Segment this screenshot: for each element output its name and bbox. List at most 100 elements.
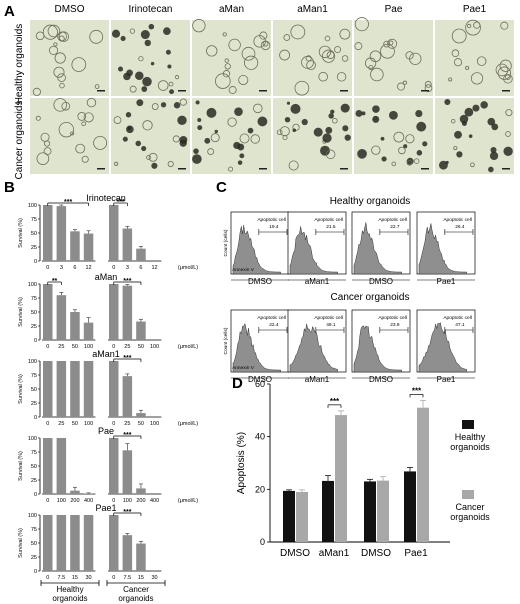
panel-b-charts: Irinotecan 0 25 50 75 100 Survival (%) 0 3 6 12 0 3 6…	[18, 193, 198, 603]
survival-chart-aman: aMan 0 25 50 75 100 Survival (%) 0 25 50 100 0 25 50 1…	[18, 272, 198, 350]
organoid	[424, 80, 432, 88]
organoid	[135, 140, 142, 147]
x-tick-label: 7.5	[58, 575, 66, 581]
y-tick-label: 25	[31, 324, 37, 330]
organoid	[488, 166, 494, 173]
scale-bar	[97, 168, 105, 170]
organoid	[40, 132, 50, 142]
organoid	[340, 103, 350, 113]
x-tick-label: 30	[151, 575, 157, 581]
organoid	[207, 148, 215, 155]
organoid	[140, 29, 150, 40]
column-label-aman: aMan	[219, 4, 244, 15]
micrograph-cancer-dmso	[30, 97, 109, 174]
bar	[70, 361, 80, 417]
organoid	[59, 82, 65, 89]
organoid	[283, 34, 291, 41]
y-axis-label: Apoptosis (%)	[236, 432, 247, 494]
x-tick-label: 6	[139, 265, 142, 271]
y-axis-label: Survival (%)	[18, 528, 24, 558]
organoid	[32, 87, 41, 96]
organoid	[239, 153, 245, 159]
gate-label: Apoptotic cell	[314, 315, 343, 321]
panel-c-letter: C	[216, 179, 227, 196]
organoid	[71, 57, 87, 72]
organoid	[169, 89, 175, 95]
organoid	[228, 86, 237, 94]
histogram-curve	[418, 321, 467, 373]
x-tick-label: 100	[123, 498, 132, 504]
sample-label: DMSO	[369, 277, 393, 286]
organoid	[234, 107, 243, 116]
x-tick-label: 3	[126, 265, 129, 271]
organoid	[168, 81, 174, 87]
organoid	[409, 52, 422, 65]
y-tick-label: 0	[34, 338, 37, 344]
organoid	[301, 56, 314, 69]
x-tick-label: 400	[84, 498, 93, 504]
organoid	[53, 98, 68, 112]
significance-bracket: ***	[113, 509, 142, 516]
y-tick-label: 25	[31, 555, 37, 561]
bar	[109, 205, 119, 261]
organoid	[47, 24, 61, 38]
bar-healthy	[322, 480, 334, 542]
organoid	[480, 101, 488, 109]
organoid	[86, 97, 97, 108]
organoid	[344, 134, 351, 141]
scale-bar	[259, 168, 267, 170]
organoid	[491, 123, 499, 131]
organoid	[165, 49, 171, 55]
organoid	[135, 71, 144, 81]
x-tick-label: 400	[150, 498, 159, 504]
x-tick-label: 6	[73, 265, 76, 271]
organoid	[339, 28, 351, 40]
micrograph-healthy-irinotecan	[111, 20, 190, 96]
organoid	[204, 137, 211, 144]
unit-label: (μmol/L)	[178, 498, 198, 504]
gate-label: Apoptotic cell	[257, 217, 286, 223]
organoid	[371, 145, 381, 155]
organoid	[42, 24, 58, 40]
organoid	[125, 112, 132, 118]
organoid	[172, 135, 180, 143]
organoid	[167, 161, 174, 168]
histogram-curve	[353, 325, 402, 373]
organoid	[36, 152, 50, 165]
scale-bar	[259, 90, 267, 92]
organoid	[422, 141, 428, 147]
bar-cancer	[296, 491, 308, 542]
bar	[43, 438, 53, 494]
y-tick-label: 100	[28, 513, 37, 519]
organoid	[250, 134, 260, 144]
panel-d-letter: D	[232, 375, 243, 392]
organoid	[499, 59, 512, 72]
chart-title: Irinotecan	[86, 193, 126, 203]
sample-label: DMSO	[248, 375, 272, 384]
organoid	[75, 143, 86, 154]
organoid	[398, 146, 406, 155]
significance-bracket: ***	[409, 386, 424, 398]
histogram-curve	[289, 323, 338, 373]
x-tick-label: DMSO	[280, 548, 310, 559]
organoid	[416, 121, 427, 132]
survival-chart-irinotecan: Irinotecan 0 25 50 75 100 Survival (%) 0 3 6 12 0 3 6…	[18, 193, 198, 271]
organoid	[224, 58, 229, 63]
y-tick-label: 100	[28, 203, 37, 209]
bar	[109, 361, 119, 417]
organoid	[83, 112, 94, 123]
organoid	[465, 65, 470, 70]
organoid	[151, 103, 159, 110]
organoid	[253, 35, 266, 48]
organoid	[193, 148, 199, 154]
histogram-curve	[353, 222, 402, 275]
bar	[43, 205, 53, 261]
column-label-pae: Pae	[385, 4, 403, 15]
organoid	[320, 145, 330, 156]
micrograph-background	[192, 98, 271, 174]
bar	[83, 361, 94, 417]
organoid	[439, 160, 448, 170]
organoid	[206, 107, 217, 118]
organoid	[473, 21, 481, 29]
x-tick-label: 50	[138, 421, 144, 427]
